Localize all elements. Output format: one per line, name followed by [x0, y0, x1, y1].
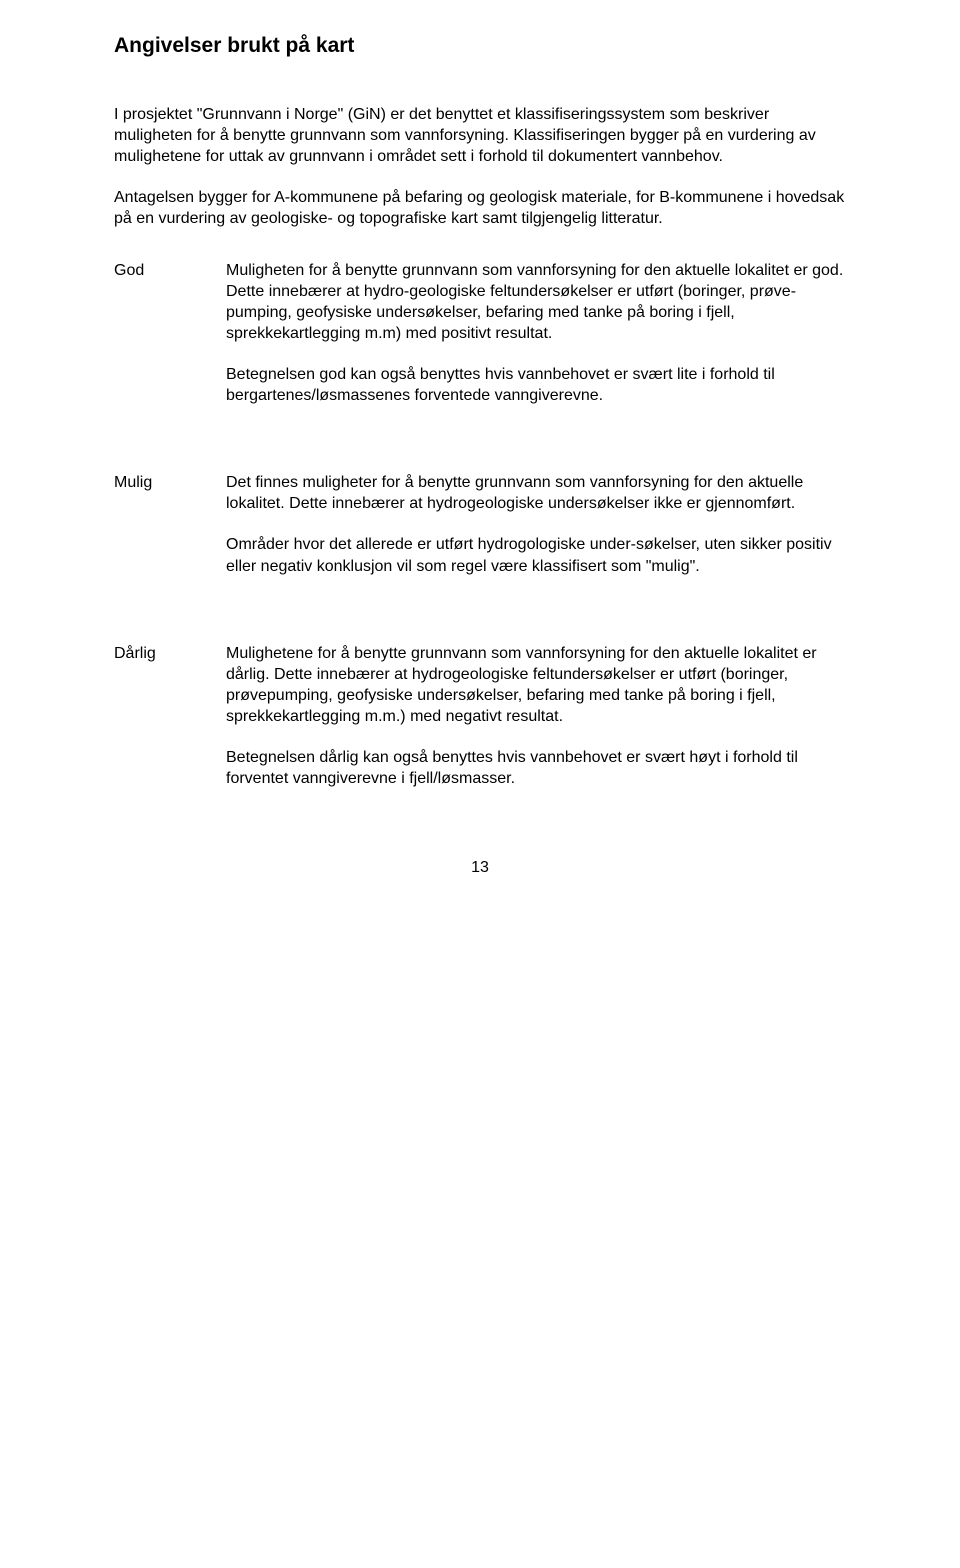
intro-paragraph-1: I prosjektet "Grunnvann i Norge" (GiN) e… [114, 104, 846, 167]
intro-section: I prosjektet "Grunnvann i Norge" (GiN) e… [114, 104, 846, 230]
definition-darlig: Dårlig Mulighetene for å benytte grunnva… [114, 643, 846, 810]
definition-paragraph: Betegnelsen god kan også benyttes hvis v… [226, 364, 846, 406]
definition-body: Mulighetene for å benytte grunnvann som … [226, 643, 846, 810]
definition-label: Dårlig [114, 643, 226, 810]
definition-body: Det finnes muligheter for å benytte grun… [226, 472, 846, 596]
intro-paragraph-2: Antagelsen bygger for A-kommunene på bef… [114, 187, 846, 229]
definition-paragraph: Mulighetene for å benytte grunnvann som … [226, 643, 846, 727]
definition-label: God [114, 260, 226, 427]
page-container: Angivelser brukt på kart I prosjektet "G… [0, 0, 960, 877]
definitions-section: God Muligheten for å benytte grunnvann s… [114, 260, 846, 810]
definition-mulig: Mulig Det finnes muligheter for å benytt… [114, 472, 846, 596]
definition-paragraph: Muligheten for å benytte grunnvann som v… [226, 260, 846, 344]
definition-label: Mulig [114, 472, 226, 596]
definition-paragraph: Betegnelsen dårlig kan også benyttes hvi… [226, 747, 846, 789]
definition-paragraph: Det finnes muligheter for å benytte grun… [226, 472, 846, 514]
definition-body: Muligheten for å benytte grunnvann som v… [226, 260, 846, 427]
definition-god: God Muligheten for å benytte grunnvann s… [114, 260, 846, 427]
page-title: Angivelser brukt på kart [114, 34, 846, 58]
page-number: 13 [114, 859, 846, 877]
definition-paragraph: Områder hvor det allerede er utført hydr… [226, 534, 846, 576]
